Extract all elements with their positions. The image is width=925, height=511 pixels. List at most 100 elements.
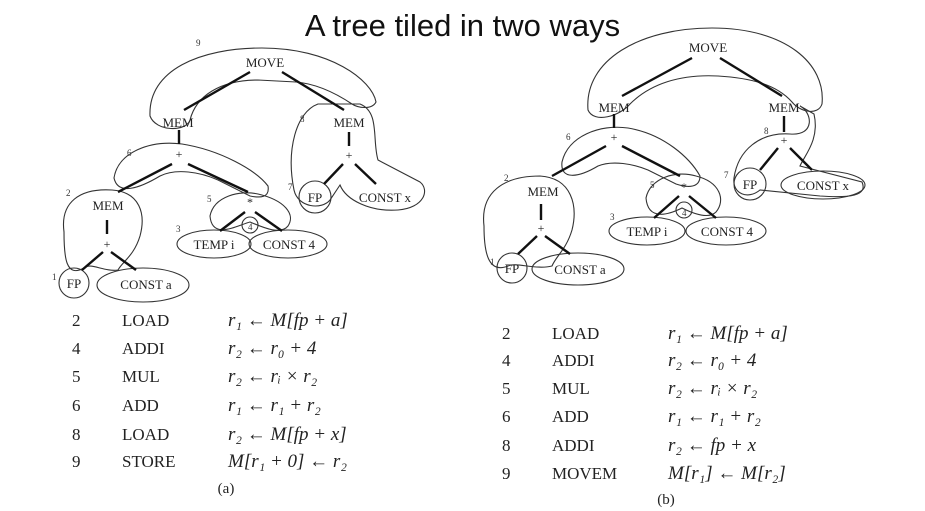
node-const-a: CONST a <box>554 262 606 277</box>
node-fp-a: FP <box>67 276 81 291</box>
tile-7-outline <box>298 180 332 214</box>
instr-b-expr: M[r₁] ← M[r₂] <box>667 463 786 484</box>
tile-number-7: 7 <box>724 170 729 180</box>
tile-number-2: 2 <box>504 173 509 183</box>
node-mem-left: MEM <box>598 100 630 115</box>
node-const-4: CONST 4 <box>701 224 754 239</box>
tile-number-2: 2 <box>66 188 71 198</box>
edge-star-const4 <box>688 195 717 219</box>
node-plus-a: + <box>538 221 545 235</box>
node-plus-top: + <box>176 147 183 161</box>
instr-a-op: ADD <box>122 396 159 415</box>
node-mem-right: MEM <box>768 100 800 115</box>
edge-plus-const-x <box>354 163 377 185</box>
instr-a-expr: r₂ ← r₀ + 4 <box>228 338 317 359</box>
diagram-b: MOVE MEM MEM + MEM + FP CONST a * TEMP i… <box>483 27 866 508</box>
tile-6-outline <box>113 142 269 198</box>
node-plus-x: + <box>346 148 353 162</box>
edge-plus-fp <box>517 235 538 255</box>
edge-plus-fp <box>81 251 104 271</box>
tile-number-6: 6 <box>566 132 571 142</box>
instr-a-num: 6 <box>72 396 81 415</box>
node-fp-x: FP <box>743 177 757 192</box>
edge-plus-star <box>187 162 249 194</box>
edge-move-mem-right <box>281 70 345 112</box>
instr-b-expr: r₁ ← r₁ + r₂ <box>668 406 761 427</box>
instr-a-expr: M[r₁ + 0] ← r₂ <box>227 451 347 472</box>
node-mem-a: MEM <box>527 184 559 199</box>
instr-b-expr: r₂ ← fp + x <box>668 435 757 456</box>
edge-move-mem-left <box>183 70 251 112</box>
node-star: * <box>681 180 687 194</box>
edge-move-mem-left <box>621 56 693 98</box>
node-star: * <box>247 195 253 209</box>
tile-5-outline <box>209 192 291 231</box>
tile-1-outline <box>496 252 528 284</box>
instr-a-expr: r₂ ← rᵢ × r₂ <box>228 366 318 387</box>
edge-plus-fp-x <box>759 147 779 171</box>
caption-b: (b) <box>657 492 675 508</box>
instr-b-expr: r₁ ← M[fp + a] <box>668 323 788 344</box>
const-a-outline <box>531 252 625 286</box>
instr-a-num: 2 <box>72 311 81 330</box>
node-const-4: CONST 4 <box>263 237 316 252</box>
instr-a-expr: r₁ ← r₁ + r₂ <box>228 395 321 416</box>
instr-a-num: 5 <box>72 367 81 386</box>
instr-b-op: ADD <box>552 407 589 426</box>
tile-9-outline <box>587 27 823 118</box>
edge-plus-mem-a <box>551 144 607 178</box>
diagram-a: MOVE MEM MEM + MEM + FP CONST a * TEMP i… <box>52 38 425 497</box>
tile-number-5: 5 <box>207 194 212 204</box>
instr-b-num: 6 <box>502 407 511 426</box>
edge-star-temp <box>653 195 680 219</box>
instr-b-num: 2 <box>502 324 511 343</box>
node-mem-right: MEM <box>333 115 365 130</box>
tile-number-8: 8 <box>764 126 769 136</box>
tile-number-3: 3 <box>610 212 615 222</box>
instr-a-op: ADDI <box>122 339 165 358</box>
tile-number-1: 1 <box>490 257 495 267</box>
edge-star-temp <box>219 211 246 232</box>
tile-number-5: 5 <box>650 180 655 190</box>
tile-1-outline <box>58 267 90 299</box>
node-const-x: CONST x <box>359 190 412 205</box>
node-fp-x: FP <box>308 190 322 205</box>
node-mem-left: MEM <box>162 115 194 130</box>
tile-4-node-outline <box>248 229 328 259</box>
edge-star-const4 <box>254 211 283 232</box>
instr-a-num: 9 <box>72 452 81 471</box>
instr-b-op: LOAD <box>552 324 599 343</box>
node-const-a: CONST a <box>120 277 172 292</box>
tile-3-outline <box>608 216 686 246</box>
tile-4-outline <box>241 216 259 234</box>
instr-b-expr: r₂ ← rᵢ × r₂ <box>668 378 758 399</box>
edge-plus-const-x <box>789 147 813 171</box>
tile-8-outline <box>733 105 864 198</box>
node-temp-i: TEMP i <box>193 237 234 252</box>
tile-number-7: 7 <box>288 182 293 192</box>
instr-a-op: MUL <box>122 367 160 386</box>
node-move: MOVE <box>246 55 284 70</box>
node-temp-i: TEMP i <box>626 224 667 239</box>
node-plus-a: + <box>104 237 111 251</box>
tile-4-node-outline <box>685 216 767 246</box>
instr-b-op: MUL <box>552 379 590 398</box>
tile-number-4: 4 <box>682 208 687 218</box>
edge-plus-mem-a <box>117 162 173 194</box>
tile-7-outline <box>733 167 767 201</box>
tile-number-1: 1 <box>52 272 57 282</box>
tile-number-6: 6 <box>127 148 132 158</box>
node-plus-top: + <box>611 130 618 144</box>
edge-plus-const-a <box>544 235 571 255</box>
instruction-list-b: 2 LOAD r₁ ← M[fp + a] 4 ADDI r₂ ← r₀ + 4… <box>502 323 788 484</box>
const-a-outline <box>96 267 190 303</box>
instr-b-op: ADDI <box>552 351 595 370</box>
tile-2-outline <box>62 189 143 272</box>
instr-b-num: 4 <box>502 351 511 370</box>
tile-number-9: 9 <box>196 38 201 48</box>
node-move: MOVE <box>689 40 727 55</box>
instr-b-num: 9 <box>502 464 511 483</box>
instr-b-num: 5 <box>502 379 511 398</box>
instr-a-expr: r₂ ← M[fp + x] <box>228 424 347 445</box>
instr-a-op: STORE <box>122 452 176 471</box>
